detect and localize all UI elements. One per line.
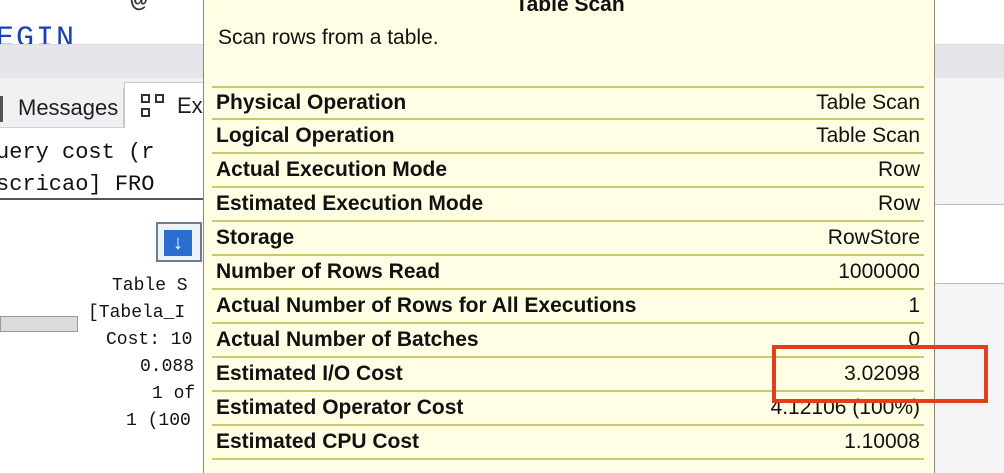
query-cost-line: uery cost (r xyxy=(0,140,155,165)
property-label: Number of Rows Read xyxy=(216,260,441,283)
tooltip-row: Actual Execution Mode Row xyxy=(212,154,924,188)
property-value: 1 xyxy=(908,294,920,317)
operator-time: 0.088 xyxy=(140,357,195,377)
operator-cost: Cost: 10 xyxy=(106,330,193,350)
property-value: 0 xyxy=(908,328,920,351)
tooltip-row: Physical Operation Table Scan xyxy=(212,86,924,120)
tooltip-row: Actual Number of Batches 0 xyxy=(212,324,924,358)
operator-name: Table S xyxy=(112,276,188,296)
table-scan-operator-icon[interactable]: ↓ xyxy=(156,222,202,262)
property-label: Actual Number of Batches xyxy=(216,328,479,351)
operator-object: [Tabela_I xyxy=(88,303,186,323)
tooltip-row: Estimated Execution Mode Row xyxy=(212,188,924,222)
property-label: Storage xyxy=(216,226,295,249)
operator-rows: 1 of xyxy=(152,384,196,404)
property-label: Estimated Execution Mode xyxy=(216,192,484,215)
tab-messages[interactable]: Messages xyxy=(0,88,124,128)
operator-progress-bar xyxy=(0,316,78,332)
tooltip-row: Estimated CPU Cost 1.10008 xyxy=(212,426,924,460)
property-label: Estimated Operator Cost xyxy=(216,396,464,419)
arrow-down-icon: ↓ xyxy=(164,230,192,256)
vertical-scrollbar[interactable] xyxy=(935,78,1004,473)
query-text-line: scricao] FRO xyxy=(0,172,155,197)
property-label: Actual Number of Rows for All Executions xyxy=(216,294,637,317)
property-label: Estimated I/O Cost xyxy=(216,362,403,385)
property-label: Logical Operation xyxy=(216,124,395,147)
tab-execution-plan[interactable]: Ex xyxy=(124,82,214,129)
property-value: Table Scan xyxy=(816,124,920,147)
tab-edge-icon xyxy=(0,96,6,122)
tooltip-row: Actual Number of Rows for All Executions… xyxy=(212,290,924,324)
property-value: 3.02098 xyxy=(844,362,920,385)
tab-execution-plan-label: Ex xyxy=(177,93,203,118)
property-value: Row xyxy=(877,158,920,181)
highlight-box xyxy=(772,345,988,403)
tooltip-description: Scan rows from a table. xyxy=(218,26,439,49)
tooltip-title: Table Scan xyxy=(515,0,625,16)
tooltip-row: Estimated I/O Cost 3.02098 xyxy=(212,358,924,392)
scrollbar-thumb[interactable] xyxy=(935,204,1004,284)
editor-symbol: @ xyxy=(130,0,150,16)
tooltip-properties-table: Physical Operation Table Scan Logical Oper… xyxy=(212,86,924,460)
tooltip-row: Number of Rows Read 1000000 xyxy=(212,256,924,290)
property-value: 1000000 xyxy=(838,260,920,283)
property-value: 1.10008 xyxy=(844,430,920,453)
execution-plan-icon xyxy=(139,92,169,120)
property-value: RowStore xyxy=(827,226,920,249)
operator-tooltip: Table Scan Scan rows from a table. Physi… xyxy=(203,0,935,473)
tooltip-row: Logical Operation Table Scan xyxy=(212,120,924,154)
property-label: Actual Execution Mode xyxy=(216,158,448,181)
operator-estimate: 1 (100 xyxy=(126,411,191,431)
tooltip-row: Storage RowStore xyxy=(212,222,924,256)
property-value: Row xyxy=(877,192,920,215)
property-value: Table Scan xyxy=(816,91,920,114)
property-label: Physical Operation xyxy=(216,91,407,114)
tab-messages-label: Messages xyxy=(18,95,119,120)
property-label: Estimated CPU Cost xyxy=(216,430,420,453)
